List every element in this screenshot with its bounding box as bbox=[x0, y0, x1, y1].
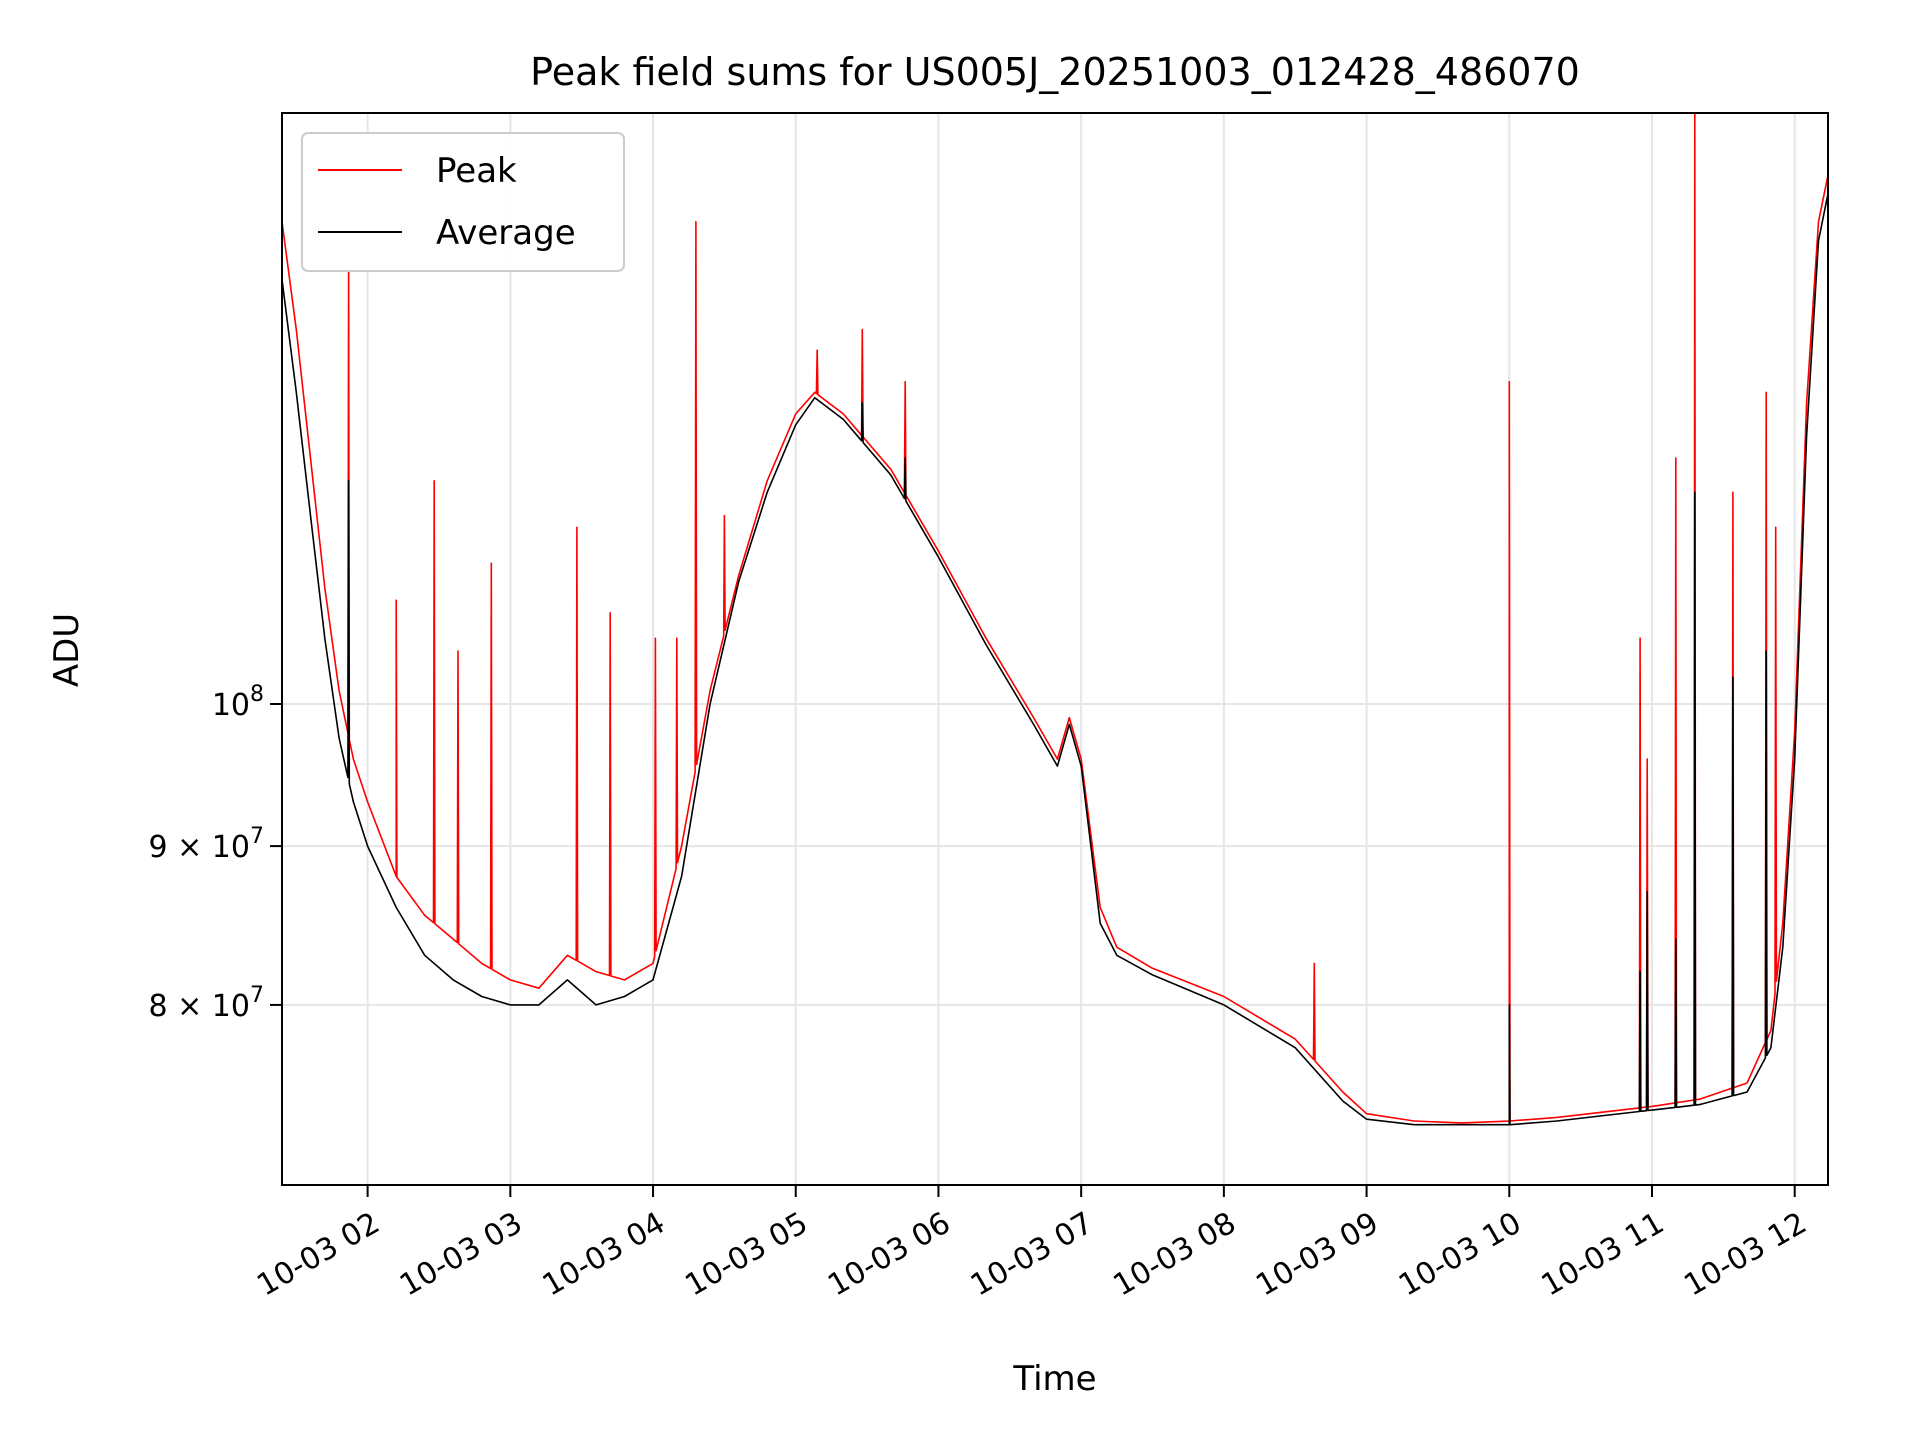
y-tick-label: 8 × 107 bbox=[149, 983, 264, 1024]
y-axis-label: ADU bbox=[47, 613, 87, 687]
series-layer bbox=[281, 112, 1829, 1126]
x-axis-label: Time bbox=[1012, 1359, 1096, 1399]
legend-average-label: Average bbox=[436, 213, 576, 253]
y-tick-base: 8 × 10 bbox=[149, 989, 250, 1024]
series-line-average bbox=[281, 193, 1829, 1126]
y-tick-exponent: 7 bbox=[250, 824, 264, 849]
y-tick-label: 9 × 107 bbox=[149, 824, 264, 865]
legend-peak-label: Peak bbox=[436, 151, 517, 191]
chart-title: Peak field sums for US005J_20251003_0124… bbox=[530, 50, 1580, 94]
y-tick-base: 9 × 10 bbox=[149, 830, 250, 865]
grid bbox=[282, 113, 1828, 1185]
y-tick-exponent: 8 bbox=[250, 682, 264, 707]
legend-box bbox=[301, 132, 625, 272]
y-tick-exponent: 7 bbox=[250, 983, 264, 1008]
plot-frame bbox=[281, 112, 1829, 1186]
legend: Peak Average bbox=[301, 132, 625, 272]
y-tick-label: 108 bbox=[212, 682, 264, 723]
y-tick-base: 10 bbox=[212, 688, 250, 723]
